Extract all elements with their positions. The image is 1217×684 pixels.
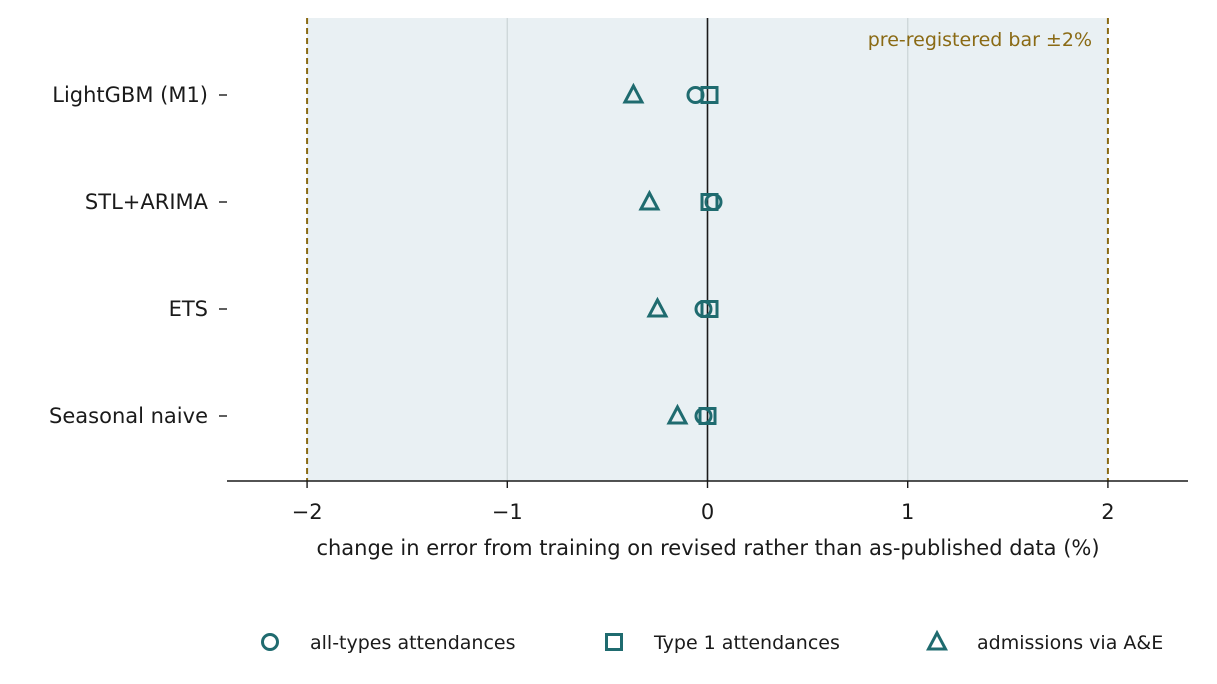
y-tick-label: STL+ARIMA xyxy=(85,190,209,214)
x-tick-label: 0 xyxy=(701,500,714,524)
y-tick-label: LightGBM (M1) xyxy=(52,83,208,107)
grid xyxy=(306,18,1109,481)
point-triangle xyxy=(638,189,661,211)
axes: −2 −1 0 1 2 LightGBM (M1) STL+ARIMA ETS Seasonal… xyxy=(49,83,1188,524)
point-triangle xyxy=(666,403,689,425)
legend-label: admissions via A&E xyxy=(977,632,1163,654)
band-annotation: pre-registered bar ±2% xyxy=(868,29,1092,51)
point-triangle xyxy=(646,296,669,318)
x-axis-title: change in error from training on revised… xyxy=(316,536,1099,560)
point-square xyxy=(700,300,719,318)
legend: all-types attendances Type 1 attendances a… xyxy=(261,629,1163,654)
point-square xyxy=(698,407,717,425)
y-tick-label: Seasonal naive xyxy=(49,404,208,428)
legend-label: all-types attendances xyxy=(310,632,516,654)
y-tick-label: ETS xyxy=(169,297,208,321)
data-points xyxy=(622,82,723,425)
x-tick-label: −2 xyxy=(292,500,323,524)
point-square xyxy=(700,86,719,104)
legend-marker-square xyxy=(605,633,623,651)
point-triangle xyxy=(622,82,645,104)
legend-marker-circle xyxy=(261,633,279,651)
x-tick-label: 2 xyxy=(1101,500,1114,524)
legend-label: Type 1 attendances xyxy=(653,632,840,654)
legend-marker-triangle xyxy=(926,629,948,651)
point-square xyxy=(700,193,719,211)
x-tick-label: 1 xyxy=(901,500,914,524)
x-tick-label: −1 xyxy=(492,500,523,524)
